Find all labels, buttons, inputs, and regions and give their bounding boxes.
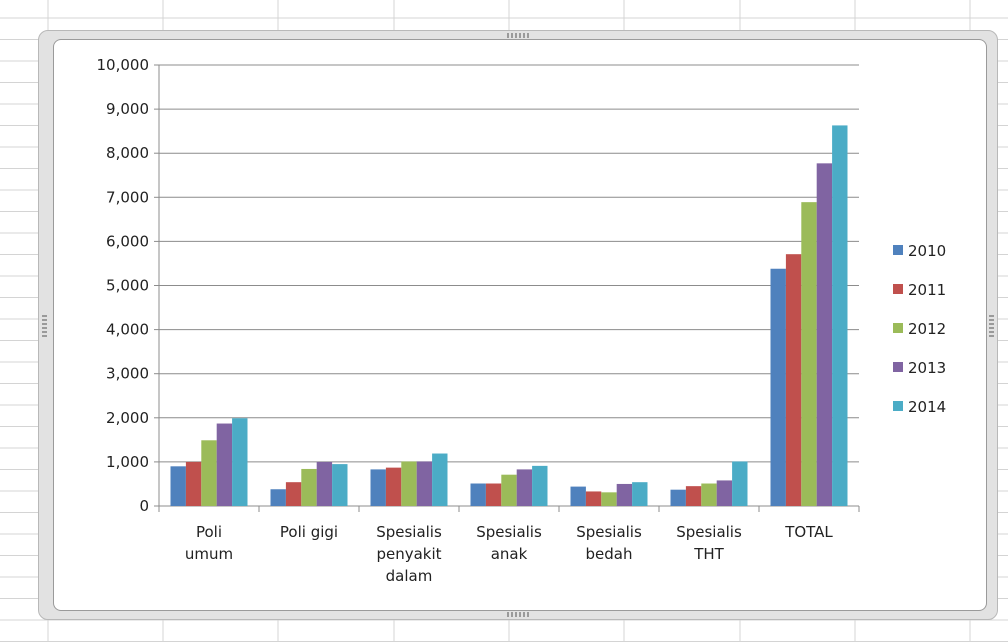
y-tick-label: 3,000 xyxy=(106,365,149,383)
y-tick-label: 2,000 xyxy=(106,409,149,427)
legend-label-2010: 2010 xyxy=(908,242,946,260)
chart-area[interactable]: 0 1,000 2,000 3,000 4,000 5,000 6,000 7,000 8,00… xyxy=(53,39,987,611)
y-tick-label: 6,000 xyxy=(106,232,149,250)
x-category-label: umum xyxy=(185,545,233,563)
bar-2014[interactable] xyxy=(532,465,548,506)
bar-2010[interactable] xyxy=(670,489,686,506)
bar-2011[interactable] xyxy=(285,482,302,506)
x-category-label: Poli xyxy=(196,523,222,541)
bar-2011[interactable] xyxy=(385,467,402,506)
y-tick-label: 5,000 xyxy=(106,277,149,295)
bar-2014[interactable] xyxy=(632,482,648,506)
x-category-label: Spesialis xyxy=(576,523,642,541)
bar-2012[interactable] xyxy=(701,483,717,506)
legend-swatch-2011 xyxy=(893,284,903,294)
bar-2013[interactable] xyxy=(816,163,833,506)
bar-2010[interactable] xyxy=(470,483,486,506)
bar-2012[interactable] xyxy=(501,474,517,506)
bar-2012[interactable] xyxy=(301,468,317,506)
legend-label-2011: 2011 xyxy=(908,281,946,299)
bar-2011[interactable] xyxy=(185,461,202,506)
bar-2010[interactable] xyxy=(270,489,286,506)
legend-swatch-2010 xyxy=(893,245,903,255)
legend-label-2012: 2012 xyxy=(908,320,946,338)
x-category-label: anak xyxy=(491,545,528,563)
bar-2010[interactable] xyxy=(170,466,186,506)
bar-2011[interactable] xyxy=(785,254,802,506)
bar-2013[interactable] xyxy=(616,483,633,506)
bar-2012[interactable] xyxy=(801,202,817,506)
bar-2013[interactable] xyxy=(216,423,233,506)
chart-object-frame[interactable]: 0 1,000 2,000 3,000 4,000 5,000 6,000 7,000 8,00… xyxy=(38,30,998,620)
bar-2014[interactable] xyxy=(432,453,448,506)
legend-label-2013: 2013 xyxy=(908,359,946,377)
y-tick-label: 4,000 xyxy=(106,321,149,339)
y-tick-label: 0 xyxy=(139,497,149,515)
legend-swatch-2012 xyxy=(893,323,903,333)
bar-2010[interactable] xyxy=(770,268,786,506)
bar-2014[interactable] xyxy=(832,125,848,507)
y-tick-label: 7,000 xyxy=(106,188,149,206)
right-resize-handle[interactable] xyxy=(989,315,994,337)
bar-2011[interactable] xyxy=(485,483,502,506)
bar-2013[interactable] xyxy=(416,461,433,506)
bar-2012[interactable] xyxy=(601,492,617,506)
x-category-label: penyakit xyxy=(376,545,441,563)
y-tick-label: 8,000 xyxy=(106,144,149,162)
bar-chart: 0 1,000 2,000 3,000 4,000 5,000 6,000 7,000 8,00… xyxy=(97,56,947,585)
bar-2014[interactable] xyxy=(732,461,748,506)
top-resize-handle[interactable] xyxy=(507,33,529,38)
y-tick-label: 10,000 xyxy=(97,56,150,74)
x-category-label: THT xyxy=(693,545,724,563)
legend-swatch-2014 xyxy=(893,401,903,411)
legend-label-2014: 2014 xyxy=(908,398,946,416)
x-category-label: bedah xyxy=(586,545,633,563)
bar-2013[interactable] xyxy=(716,480,733,506)
x-category-label: Spesialis xyxy=(476,523,542,541)
legend-swatch-2013 xyxy=(893,362,903,372)
bar-2014[interactable] xyxy=(332,464,348,506)
x-category-label: Poli gigi xyxy=(280,523,338,541)
bar-2011[interactable] xyxy=(585,491,602,506)
y-tick-label: 1,000 xyxy=(106,453,149,471)
bar-2010[interactable] xyxy=(570,486,586,506)
bar-2013[interactable] xyxy=(516,469,533,506)
bar-2010[interactable] xyxy=(370,469,386,506)
bar-2012[interactable] xyxy=(201,440,217,506)
bar-2012[interactable] xyxy=(401,461,417,506)
left-resize-handle[interactable] xyxy=(42,315,47,337)
x-category-label: TOTAL xyxy=(784,523,833,541)
bottom-resize-handle[interactable] xyxy=(507,612,529,617)
x-category-label: dalam xyxy=(386,567,433,585)
bar-2011[interactable] xyxy=(685,486,702,506)
bar-2014[interactable] xyxy=(232,418,248,506)
x-category-label: Spesialis xyxy=(676,523,742,541)
x-category-label: Spesialis xyxy=(376,523,442,541)
bar-2013[interactable] xyxy=(316,461,333,506)
y-tick-label: 9,000 xyxy=(106,100,149,118)
